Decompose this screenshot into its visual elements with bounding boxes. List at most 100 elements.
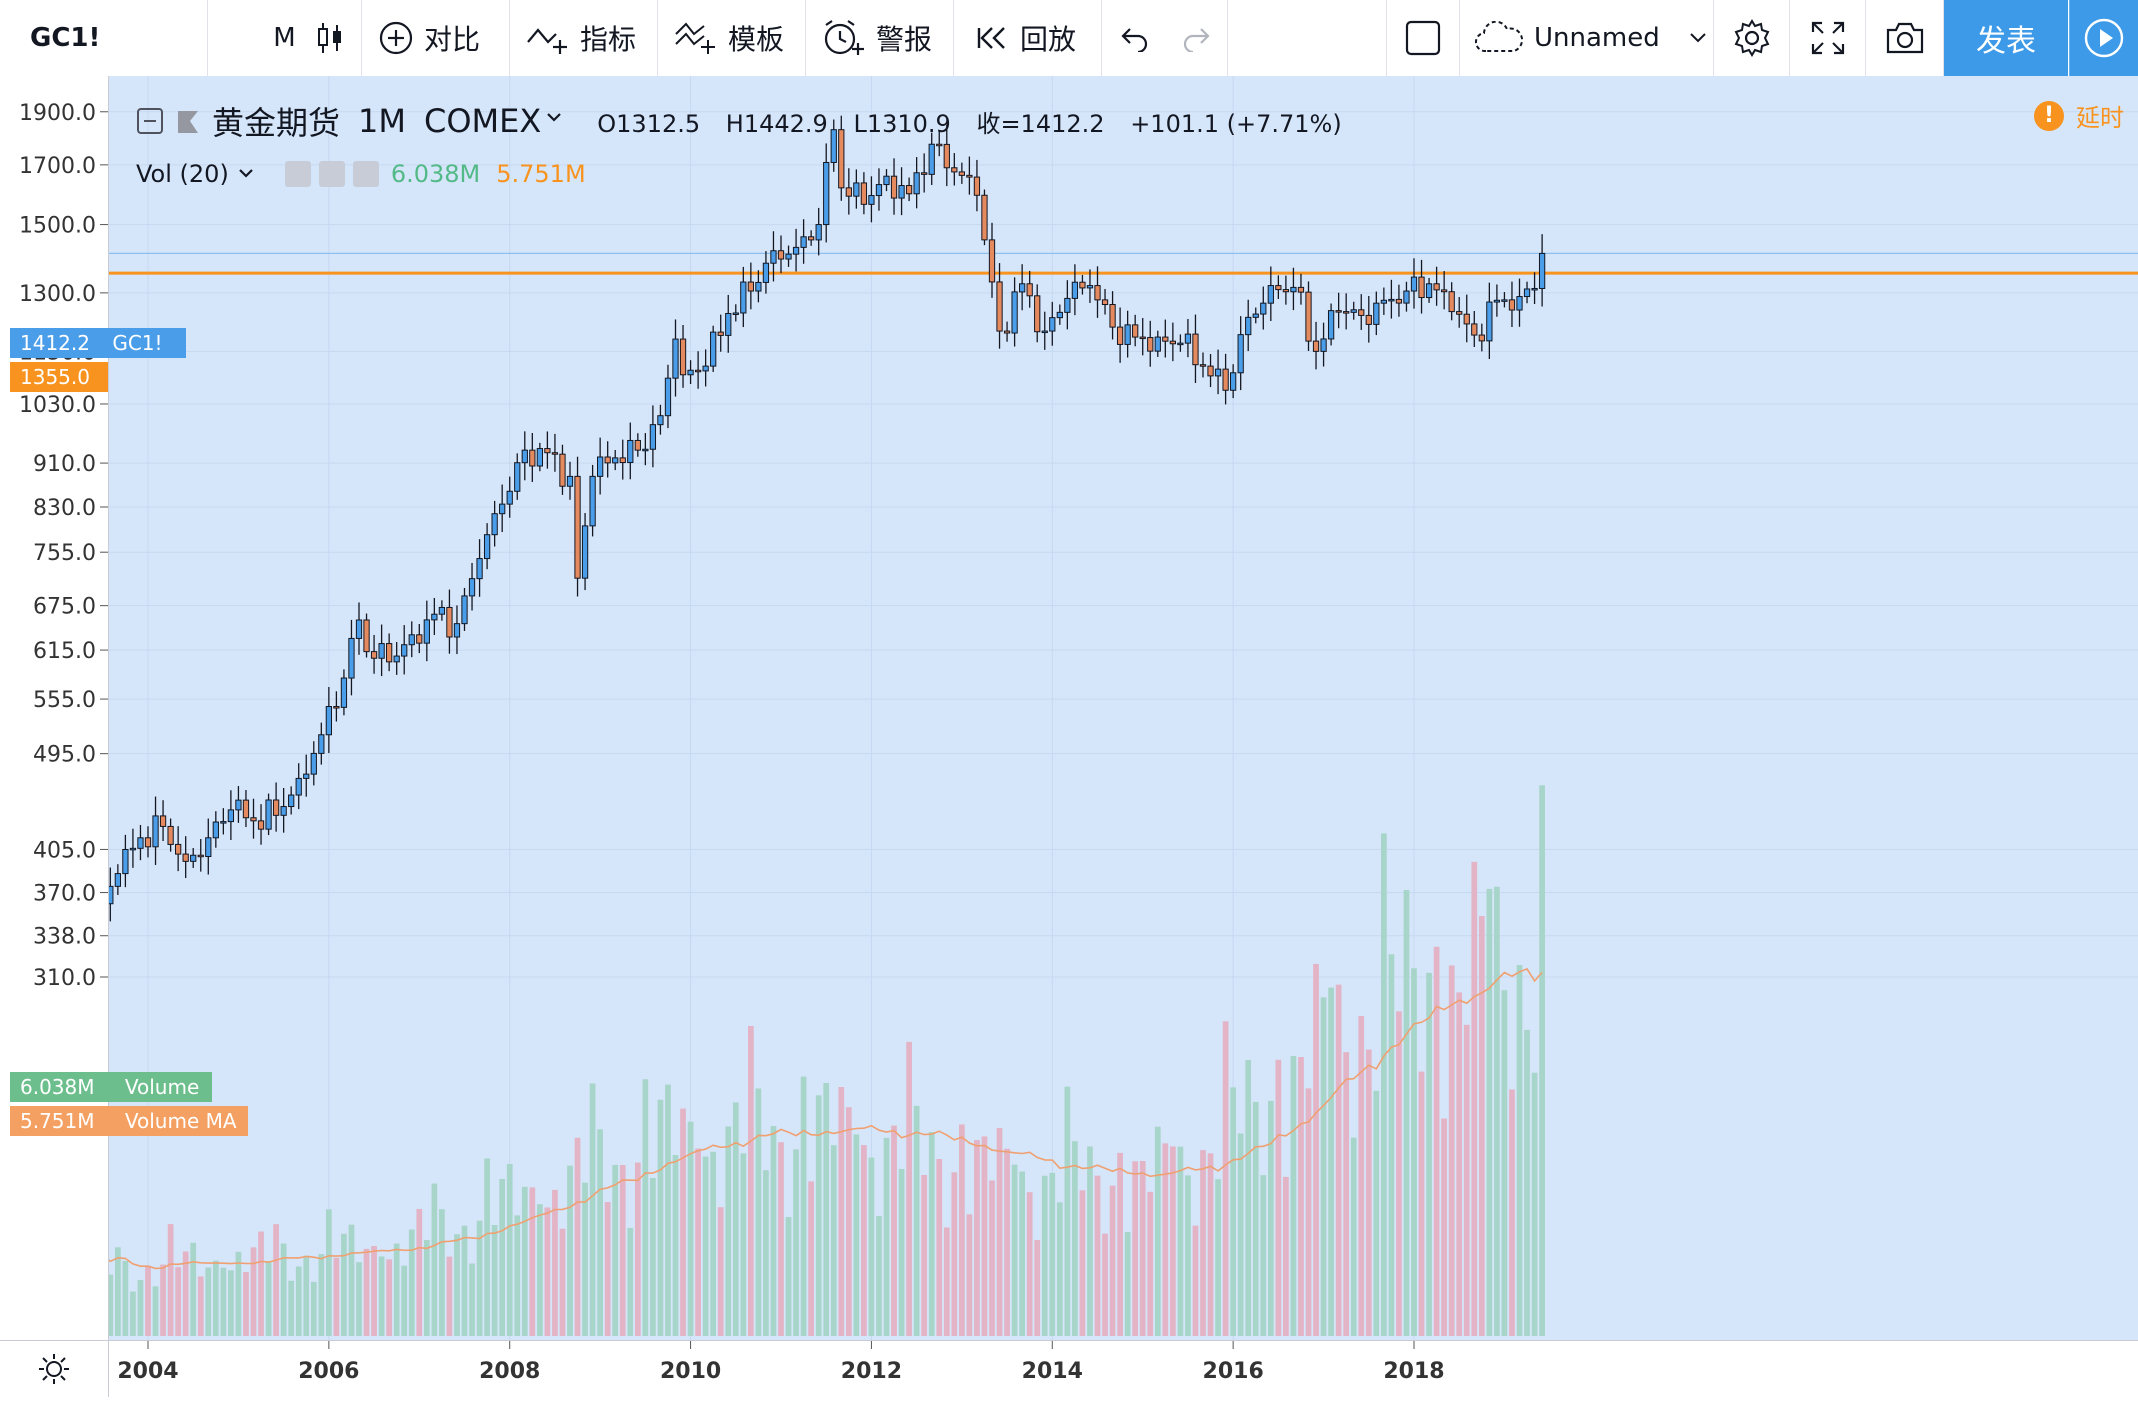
candle-body	[190, 854, 197, 862]
volume-bar	[665, 1084, 671, 1336]
candle-body	[461, 595, 468, 625]
candle-body	[1124, 324, 1131, 345]
indicator-icon	[527, 28, 567, 54]
chevron-down-icon[interactable]	[545, 111, 563, 125]
candle-body	[272, 799, 280, 816]
candle-body	[144, 837, 152, 848]
volume-bar	[348, 1224, 355, 1336]
compare-button[interactable]: 对比	[362, 0, 510, 76]
candle-body	[589, 475, 596, 527]
alert-button[interactable]: 警报	[806, 0, 954, 76]
gear-icon[interactable]	[318, 161, 345, 187]
layout-button[interactable]	[1386, 0, 1460, 76]
axis-settings-button[interactable]	[0, 1340, 109, 1397]
y-tick-label: 675.0	[33, 595, 96, 620]
volume-bar	[258, 1231, 264, 1336]
candle-body	[1101, 299, 1109, 306]
candle-body	[649, 424, 657, 450]
redo-button[interactable]	[1166, 0, 1228, 76]
candle-body	[1380, 299, 1387, 304]
volume-bar	[1072, 1141, 1078, 1336]
settings-button[interactable]	[1714, 0, 1790, 76]
volume-bar	[906, 1041, 912, 1336]
snapshot-button[interactable]	[1866, 0, 1944, 76]
volume-bar	[1162, 1143, 1169, 1336]
flag-icon[interactable]	[174, 107, 202, 135]
candle-body	[1222, 368, 1229, 391]
legend-exchange: COMEX	[423, 102, 542, 140]
candle-body	[310, 752, 317, 775]
delay-indicator[interactable]: ! 延时	[2034, 98, 2124, 133]
candle-body	[657, 415, 664, 426]
candle-body	[340, 677, 348, 708]
candle-body	[717, 331, 724, 336]
volume-bar	[755, 1088, 762, 1336]
candle-body	[1282, 289, 1290, 293]
volume-bar	[137, 1280, 144, 1336]
volume-bar	[1343, 1052, 1350, 1336]
candle-body	[114, 873, 121, 887]
time-axis[interactable]: 2004 2006 2008 2010 2012 2014 2016 2018	[109, 1340, 2138, 1397]
chart-style-button[interactable]	[298, 0, 362, 76]
volume-bar	[243, 1272, 249, 1336]
volume-bar	[190, 1242, 197, 1336]
y-tick-label: 555.0	[33, 688, 96, 713]
candle-body	[890, 175, 898, 199]
volume-bar	[800, 1076, 807, 1336]
candle-body	[1064, 297, 1071, 313]
volume-bar	[1252, 1101, 1259, 1336]
candle-body	[808, 236, 815, 241]
volume-bar	[1305, 1088, 1312, 1336]
candle-body	[1260, 302, 1267, 315]
chart-pane[interactable]	[92, 63, 2138, 1340]
candle-body	[1199, 364, 1207, 367]
volume-bar	[1064, 1086, 1071, 1336]
undo-button[interactable]	[1102, 0, 1166, 76]
legend-symbol-name[interactable]: 黄金期货	[212, 104, 341, 142]
candle-body	[853, 182, 860, 197]
candle-body	[1109, 304, 1116, 328]
y-tick-label: 2100.0	[19, 76, 96, 78]
candle-body	[499, 503, 506, 515]
volume-bar	[536, 1204, 543, 1336]
symbol-search-button[interactable]: GC1!	[0, 0, 208, 76]
candle-body	[762, 262, 770, 283]
interval-label: M	[273, 23, 296, 53]
publish-button[interactable]: 发表	[1944, 0, 2068, 76]
volume-bar	[725, 1126, 732, 1336]
templates-button[interactable]: 模板	[658, 0, 806, 76]
volume-bar	[966, 1214, 973, 1336]
candle-body	[845, 187, 852, 197]
candle-body	[1456, 311, 1463, 315]
candle-body	[1350, 309, 1357, 313]
candle-body	[913, 172, 920, 195]
replay-button[interactable]: 回放	[954, 0, 1102, 76]
candle-body	[1516, 296, 1523, 311]
play-button[interactable]	[2069, 0, 2138, 76]
volume-bar	[1335, 984, 1342, 1336]
volume-bar	[612, 1164, 619, 1336]
candle-body	[1501, 299, 1508, 302]
volume-bar	[1275, 1059, 1282, 1336]
candle-body	[1132, 324, 1139, 338]
volume-bar	[710, 1151, 717, 1336]
volume-bar	[386, 1259, 393, 1336]
play-icon	[2084, 18, 2124, 58]
price-axis[interactable]: 2100.01900.01700.01500.01300.01150.01030…	[0, 53, 109, 1340]
chevron-down-icon[interactable]	[237, 167, 255, 181]
volume-bar	[476, 1220, 483, 1336]
close-icon[interactable]	[352, 161, 379, 187]
vol-study-label[interactable]: Vol (20)	[136, 160, 229, 188]
volume-last-value: 6.038M	[20, 1075, 95, 1099]
fullscreen-button[interactable]	[1790, 0, 1866, 76]
eye-icon[interactable]	[284, 161, 311, 187]
save-layout-button[interactable]: Unnamed	[1460, 0, 1714, 76]
candle-body	[1395, 298, 1403, 304]
collapse-icon[interactable]	[136, 107, 164, 135]
indicators-button[interactable]: 指标	[510, 0, 658, 76]
time-axis-labels: 2004 2006 2008 2010 2012 2014 2016 2018	[117, 1341, 1445, 1384]
volume-bar	[1185, 1175, 1191, 1336]
candle-body	[868, 195, 875, 205]
volume-bar	[1486, 888, 1493, 1336]
last-price-value: 1412.2	[20, 331, 90, 355]
